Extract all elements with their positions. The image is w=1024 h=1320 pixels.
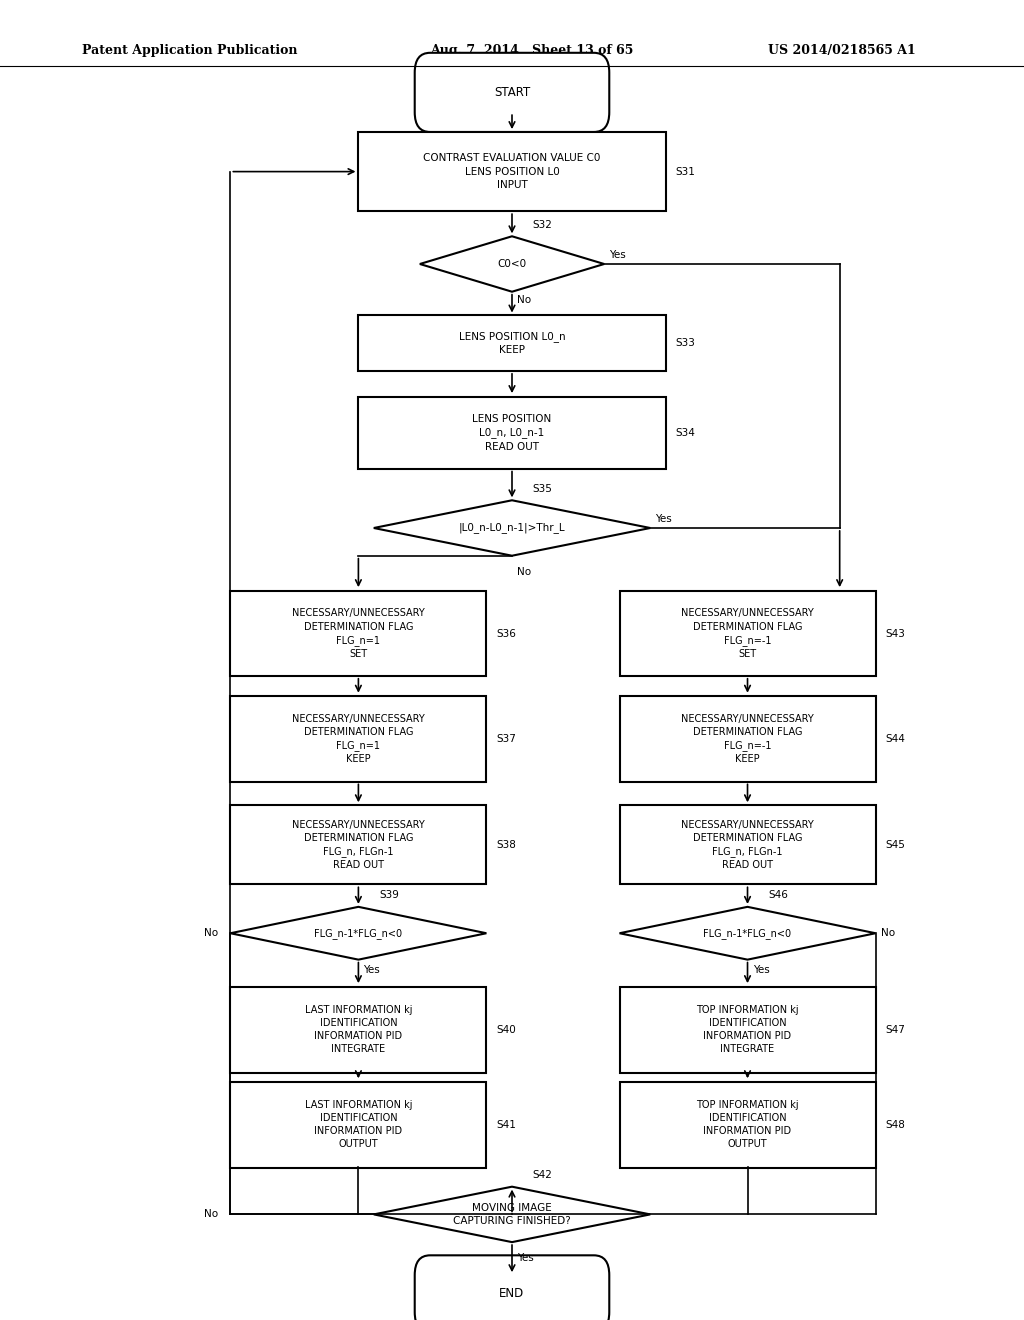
Text: S46: S46	[768, 890, 787, 900]
Text: S34: S34	[676, 428, 695, 438]
Text: No: No	[204, 1209, 218, 1220]
Text: CONTRAST EVALUATION VALUE C0
LENS POSITION L0
INPUT: CONTRAST EVALUATION VALUE C0 LENS POSITI…	[423, 153, 601, 190]
Text: Yes: Yes	[517, 1253, 534, 1263]
Text: LENS POSITION
L0_n, L0_n-1
READ OUT: LENS POSITION L0_n, L0_n-1 READ OUT	[472, 414, 552, 451]
Text: NECESSARY/UNNECESSARY
DETERMINATION FLAG
FLG_n=1
KEEP: NECESSARY/UNNECESSARY DETERMINATION FLAG…	[292, 714, 425, 764]
Text: S35: S35	[532, 483, 552, 494]
FancyBboxPatch shape	[358, 396, 666, 469]
FancyBboxPatch shape	[620, 697, 876, 781]
FancyBboxPatch shape	[415, 53, 609, 132]
Text: S43: S43	[886, 628, 905, 639]
Text: MOVING IMAGE
CAPTURING FINISHED?: MOVING IMAGE CAPTURING FINISHED?	[454, 1203, 570, 1226]
Text: NECESSARY/UNNECESSARY
DETERMINATION FLAG
FLG_n, FLGn-1
READ OUT: NECESSARY/UNNECESSARY DETERMINATION FLAG…	[292, 820, 425, 870]
Polygon shape	[230, 907, 486, 960]
Text: S42: S42	[532, 1170, 552, 1180]
FancyBboxPatch shape	[620, 1082, 876, 1168]
FancyBboxPatch shape	[620, 987, 876, 1072]
Text: START: START	[494, 86, 530, 99]
Text: TOP INFORMATION kj
IDENTIFICATION
INFORMATION PID
INTEGRATE: TOP INFORMATION kj IDENTIFICATION INFORM…	[696, 1005, 799, 1055]
Text: S47: S47	[886, 1024, 905, 1035]
FancyBboxPatch shape	[620, 591, 876, 676]
FancyBboxPatch shape	[230, 1082, 486, 1168]
Text: S32: S32	[532, 219, 552, 230]
Polygon shape	[420, 236, 604, 292]
FancyBboxPatch shape	[230, 987, 486, 1072]
FancyBboxPatch shape	[230, 591, 486, 676]
Text: TOP INFORMATION kj
IDENTIFICATION
INFORMATION PID
OUTPUT: TOP INFORMATION kj IDENTIFICATION INFORM…	[696, 1100, 799, 1150]
Text: LENS POSITION L0_n
KEEP: LENS POSITION L0_n KEEP	[459, 331, 565, 355]
Text: S39: S39	[379, 890, 398, 900]
Text: No: No	[204, 928, 218, 939]
Text: NECESSARY/UNNECESSARY
DETERMINATION FLAG
FLG_n=-1
KEEP: NECESSARY/UNNECESSARY DETERMINATION FLAG…	[681, 714, 814, 764]
Text: NECESSARY/UNNECESSARY
DETERMINATION FLAG
FLG_n=-1
SET: NECESSARY/UNNECESSARY DETERMINATION FLAG…	[681, 609, 814, 659]
Text: S36: S36	[497, 628, 516, 639]
Text: NECESSARY/UNNECESSARY
DETERMINATION FLAG
FLG_n, FLGn-1
READ OUT: NECESSARY/UNNECESSARY DETERMINATION FLAG…	[681, 820, 814, 870]
Text: No: No	[517, 294, 531, 305]
Text: C0<0: C0<0	[498, 259, 526, 269]
Text: S33: S33	[676, 338, 695, 348]
Text: LAST INFORMATION kj
IDENTIFICATION
INFORMATION PID
INTEGRATE: LAST INFORMATION kj IDENTIFICATION INFOR…	[305, 1005, 412, 1055]
Text: S48: S48	[886, 1119, 905, 1130]
Text: US 2014/0218565 A1: US 2014/0218565 A1	[768, 44, 915, 57]
Text: F I G .  1 0: F I G . 1 0	[459, 1274, 565, 1292]
Text: S44: S44	[886, 734, 905, 744]
Text: S41: S41	[497, 1119, 516, 1130]
Polygon shape	[374, 500, 650, 556]
Text: FLG_n-1*FLG_n<0: FLG_n-1*FLG_n<0	[314, 928, 402, 939]
Text: S45: S45	[886, 840, 905, 850]
Text: END: END	[500, 1287, 524, 1300]
Text: NECESSARY/UNNECESSARY
DETERMINATION FLAG
FLG_n=1
SET: NECESSARY/UNNECESSARY DETERMINATION FLAG…	[292, 609, 425, 659]
FancyBboxPatch shape	[230, 697, 486, 781]
Text: Yes: Yes	[655, 513, 672, 524]
Text: |L0_n-L0_n-1|>Thr_L: |L0_n-L0_n-1|>Thr_L	[459, 523, 565, 533]
Polygon shape	[374, 1187, 650, 1242]
Text: No: No	[881, 928, 895, 939]
Text: LAST INFORMATION kj
IDENTIFICATION
INFORMATION PID
OUTPUT: LAST INFORMATION kj IDENTIFICATION INFOR…	[305, 1100, 412, 1150]
Text: Yes: Yes	[364, 965, 380, 975]
FancyBboxPatch shape	[620, 805, 876, 884]
Text: S40: S40	[497, 1024, 516, 1035]
FancyBboxPatch shape	[415, 1255, 609, 1320]
Text: No: No	[517, 566, 531, 577]
Text: Yes: Yes	[753, 965, 769, 975]
FancyBboxPatch shape	[358, 315, 666, 371]
Text: Patent Application Publication: Patent Application Publication	[82, 44, 297, 57]
Text: S31: S31	[676, 166, 695, 177]
Text: S38: S38	[497, 840, 516, 850]
Text: FLG_n-1*FLG_n<0: FLG_n-1*FLG_n<0	[703, 928, 792, 939]
Polygon shape	[620, 907, 876, 960]
Text: S37: S37	[497, 734, 516, 744]
FancyBboxPatch shape	[230, 805, 486, 884]
Text: Aug. 7, 2014   Sheet 13 of 65: Aug. 7, 2014 Sheet 13 of 65	[430, 44, 634, 57]
FancyBboxPatch shape	[358, 132, 666, 211]
Text: Yes: Yes	[609, 249, 626, 260]
